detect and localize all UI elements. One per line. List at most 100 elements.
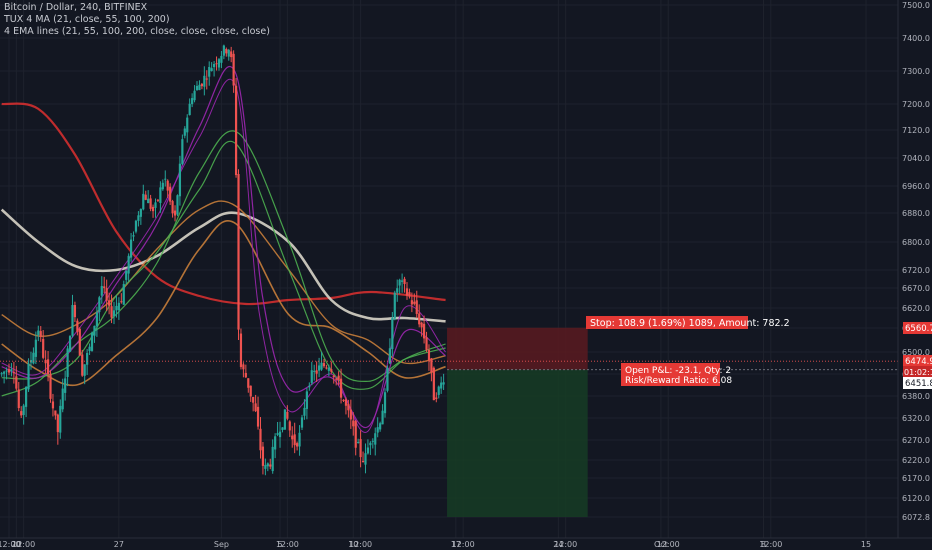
candle-body (305, 391, 308, 409)
price-badges: 6560.7 6474.9 01:02:18 6451.8 (903, 322, 932, 389)
position-zones[interactable] (447, 327, 588, 517)
candle-body (171, 201, 174, 214)
candle-body (366, 447, 370, 454)
candle-body (83, 364, 86, 376)
price-tick-label: 6670.0 (902, 284, 930, 293)
candle-body (286, 411, 289, 419)
candle-body (5, 370, 8, 372)
pnl-label[interactable]: Open P&L: -23.1, Qty: 2 Risk/Reward Rati… (621, 363, 732, 386)
candle-body (132, 235, 135, 237)
candle-body (127, 255, 130, 274)
candle-body (232, 53, 235, 86)
candle-body (266, 463, 269, 467)
candle-body (227, 49, 230, 57)
candle-body (186, 117, 189, 133)
candle-body (288, 421, 291, 431)
candle-body (0, 373, 3, 375)
candle-body (427, 349, 431, 361)
candle-body (249, 385, 252, 397)
ma-line (1, 102, 446, 306)
candle-body (64, 378, 67, 393)
candle-body (398, 279, 401, 286)
candle-body (413, 301, 416, 304)
indicator-ema-lines[interactable]: 4 EMA lines (21, 55, 100, 200, close, cl… (4, 26, 270, 37)
moving-averages (0, 65, 446, 433)
candle-body (386, 367, 389, 391)
candle-body (269, 464, 272, 467)
candle-body (374, 433, 377, 445)
candle-body (217, 59, 221, 68)
price-tick-label: 6120.0 (902, 494, 930, 503)
candle-body (12, 372, 15, 374)
time-tick-label: Sep (214, 540, 229, 549)
candle-body (391, 317, 394, 350)
time-tick-label: 12:00 (276, 540, 299, 549)
candle-body (210, 68, 213, 71)
candle-body (308, 385, 311, 388)
candle-body (86, 353, 89, 365)
candle-body (330, 369, 333, 372)
entry-price-badge: 6451.8 (905, 379, 932, 389)
candle-body (81, 354, 84, 376)
candle-body (410, 300, 413, 305)
candle-body (359, 439, 362, 458)
candle-body (61, 388, 64, 410)
price-tick-label: 7120.0 (902, 126, 930, 135)
candle-body (274, 436, 277, 450)
price-tick-label: 6320.0 (902, 414, 930, 423)
candle-body (117, 302, 120, 311)
symbol-title[interactable]: Bitcoin / Dollar, 240, BITFINEX (4, 2, 148, 13)
price-tick-label: 7400.0 (902, 34, 930, 43)
candle-body (247, 378, 250, 388)
ma-line (1, 200, 446, 365)
candle-body (313, 370, 316, 372)
indicator-tux-ma[interactable]: TUX 4 MA (21, close, 55, 100, 200) (4, 14, 170, 25)
candle-body (418, 313, 421, 325)
candle-body (242, 364, 245, 370)
candle-body (103, 286, 106, 289)
candle-body (17, 389, 20, 409)
time-tick-label: 8 (761, 540, 766, 549)
stop-label[interactable]: Stop: 108.9 (1.69%) 1089, Amount: 782.2 (586, 316, 790, 329)
candle-body (154, 202, 157, 208)
candle-body (220, 55, 223, 63)
candle-body (20, 411, 23, 416)
candle-body (15, 376, 18, 389)
current-price-badge: 6474.9 (905, 357, 932, 367)
candle-body (442, 382, 445, 385)
candle-body (383, 392, 387, 414)
candle-body (364, 453, 367, 465)
candle-body (379, 423, 382, 430)
candle-body (59, 405, 62, 433)
price-tick-label: 7200.0 (902, 100, 930, 109)
candle-body (178, 163, 182, 197)
stop-loss-zone[interactable] (447, 327, 588, 370)
candle-body (73, 305, 77, 318)
candle-body (244, 372, 247, 378)
candle-body (222, 45, 225, 56)
time-tick-label: 12:00 (554, 540, 577, 549)
candle-body (24, 386, 28, 407)
candle-body (415, 300, 418, 314)
ma-line (1, 65, 446, 428)
time-tick-label: 15 (861, 540, 871, 549)
candle-body (164, 178, 167, 180)
candle-body (208, 67, 211, 77)
candle-body (349, 409, 352, 420)
candle-body (230, 51, 233, 58)
candle-body (281, 427, 284, 430)
candle-body (105, 288, 108, 301)
open-pnl-text: Open P&L: -23.1, Qty: 2 (625, 366, 731, 376)
candle-body (261, 446, 265, 466)
candle-body (381, 410, 384, 425)
time-tick-label: 5 (277, 540, 282, 549)
take-profit-zone[interactable] (447, 369, 588, 517)
candle-body (66, 348, 69, 377)
candle-body (396, 288, 399, 293)
candle-body (149, 198, 152, 209)
candle-body (271, 446, 274, 472)
risk-reward-text: Risk/Reward Ratio: 6.08 (625, 376, 732, 386)
price-tick-label: 6960.0 (902, 182, 930, 191)
